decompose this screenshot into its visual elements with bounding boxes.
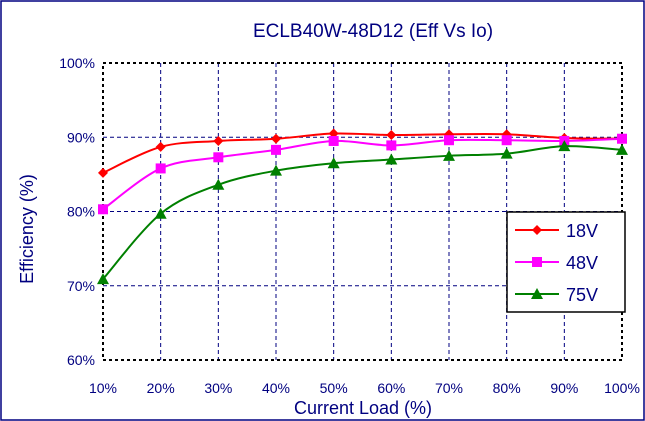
data-point (501, 135, 512, 146)
data-point (617, 133, 627, 144)
x-tick-label: 80% (493, 380, 521, 396)
data-point (213, 152, 224, 163)
legend: 18V 48V 75V (506, 211, 626, 313)
x-tick-label: 100% (604, 380, 640, 396)
x-tick-label: 30% (204, 380, 232, 396)
x-tick-label: 20% (147, 380, 175, 396)
data-point (271, 133, 281, 144)
legend-label: 75V (566, 285, 598, 305)
x-tick-label: 50% (320, 380, 348, 396)
series-line (102, 145, 623, 280)
legend-marker (532, 225, 542, 235)
x-tick-label: 10% (89, 380, 117, 396)
x-tick-labels: 10% 20% 30% 40% 50% 60% 70% 80% 90% 100% (89, 380, 640, 396)
x-tick-label: 60% (377, 380, 405, 396)
x-tick-label: 70% (435, 380, 463, 396)
data-point (98, 204, 108, 215)
data-point (97, 273, 109, 285)
y-tick-label: 90% (67, 129, 95, 145)
y-axis-title: Efficiency (%) (17, 174, 37, 284)
series-line (102, 137, 623, 211)
data-point (500, 147, 513, 159)
y-tick-labels: 60% 70% 80% 90% 100% (59, 55, 95, 368)
x-tick-label: 40% (262, 380, 290, 396)
data-point (98, 167, 108, 178)
data-point (444, 135, 454, 146)
data-point (155, 141, 166, 152)
data-point (386, 140, 397, 151)
data-point (327, 157, 340, 169)
x-tick-label: 90% (550, 380, 578, 396)
data-point (213, 135, 224, 146)
legend-label: 48V (566, 253, 598, 273)
y-tick-label: 60% (67, 352, 95, 368)
chart-title: ECLB40W-48D12 (Eff Vs Io) (253, 21, 493, 42)
data-point (386, 130, 397, 141)
data-point (270, 164, 282, 176)
y-tick-label: 70% (67, 278, 95, 294)
y-tick-label: 80% (67, 204, 95, 220)
legend-marker (532, 257, 542, 267)
series-75v (97, 140, 628, 285)
data-point (558, 140, 571, 152)
data-point (212, 178, 225, 190)
data-point (154, 207, 167, 219)
legend-marker (531, 288, 543, 299)
x-axis-title: Current Load (%) (294, 398, 432, 418)
data-point (385, 153, 398, 165)
legend-label: 18V (566, 221, 598, 241)
y-tick-label: 100% (59, 55, 95, 71)
data-point (328, 135, 339, 146)
data-point (616, 143, 628, 155)
data-point (155, 163, 166, 174)
series-line (102, 132, 623, 174)
series-48v (98, 133, 627, 215)
data-point (271, 144, 281, 155)
data-point (443, 149, 455, 161)
series-layer (97, 128, 628, 285)
